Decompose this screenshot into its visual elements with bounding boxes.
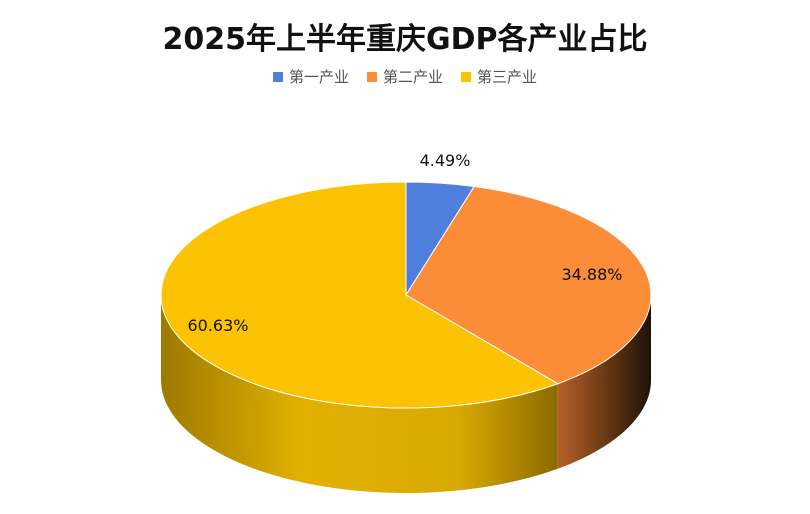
legend-label-primary: 第一产业 bbox=[288, 68, 349, 86]
legend-swatch-tertiary bbox=[461, 71, 471, 82]
slice-side-tertiary bbox=[161, 295, 558, 493]
legend-item-tertiary: 第三产业 bbox=[461, 66, 537, 87]
slice-tertiary bbox=[160, 181, 559, 409]
legend-swatch-secondary bbox=[366, 71, 377, 82]
legend-item-primary: 第一产业 bbox=[272, 66, 349, 87]
legend-label-tertiary: 第三产业 bbox=[477, 68, 538, 86]
data-label-tertiary: 60.63% bbox=[187, 316, 248, 335]
slice-secondary bbox=[405, 185, 652, 385]
legend-item-secondary: 第二产业 bbox=[366, 66, 443, 87]
legend-swatch-primary bbox=[272, 71, 283, 82]
slice-side-secondary bbox=[557, 295, 651, 469]
data-label-primary: 4.49% bbox=[420, 151, 471, 170]
chart-title: 2025年上半年重庆GDP各产业占比 bbox=[162, 22, 648, 57]
legend: 第一产业 第二产业 第三产业 bbox=[0, 66, 810, 87]
data-label-secondary: 34.88% bbox=[561, 265, 622, 284]
legend-label-secondary: 第二产业 bbox=[382, 68, 443, 86]
